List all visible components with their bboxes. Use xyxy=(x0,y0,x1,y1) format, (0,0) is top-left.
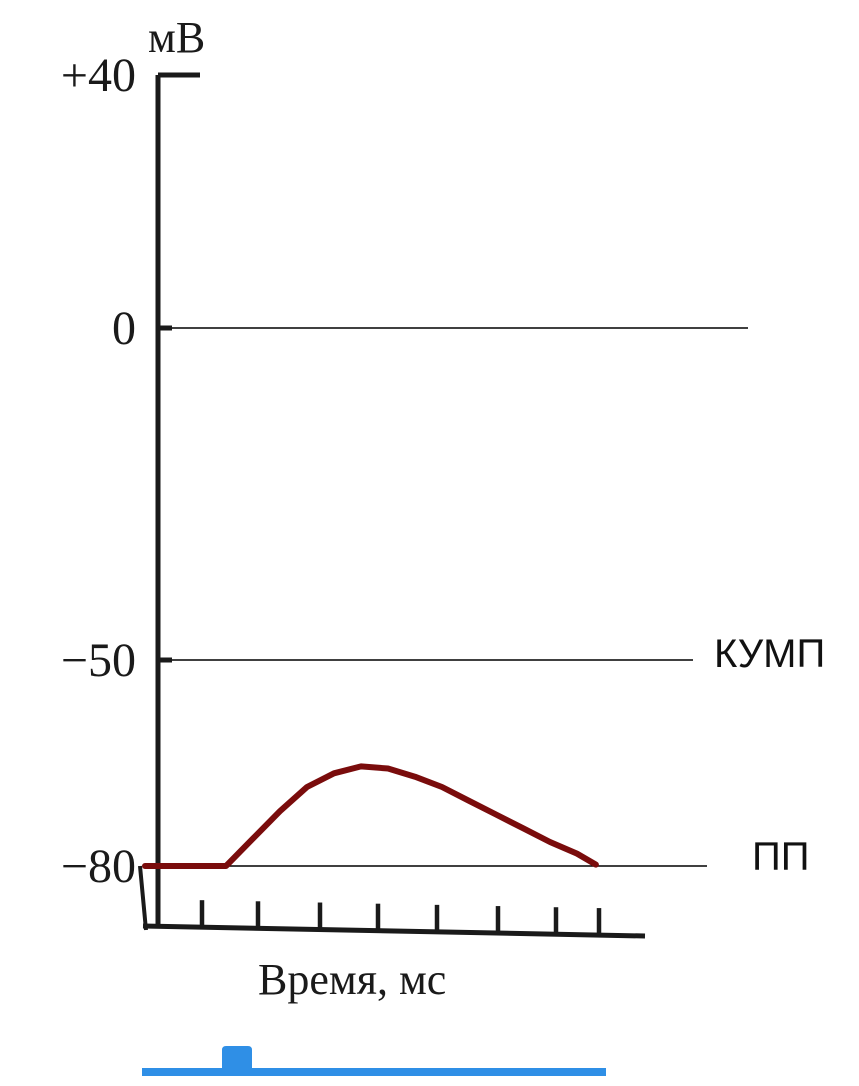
x-axis-line xyxy=(142,923,646,939)
kump-label: КУМП xyxy=(714,632,825,676)
pp-label: ПП xyxy=(752,835,810,879)
stimulus-bar xyxy=(142,1046,606,1076)
y-axis-base-segment xyxy=(138,865,148,931)
stimulus-marker xyxy=(142,1046,606,1076)
y-tick-label-3: −80 xyxy=(61,840,136,893)
x-ticks xyxy=(199,900,602,937)
labels: мВ Время, мс КУМП ПП xyxy=(148,13,825,1004)
y-tick-label-2: −50 xyxy=(61,634,136,687)
y-tick-label-0: +40 xyxy=(61,49,136,102)
series-line-0 xyxy=(142,763,599,869)
axes xyxy=(138,75,646,939)
y-axis-label: мВ xyxy=(148,13,205,62)
x-axis-label: Время, мс xyxy=(258,955,446,1004)
reference-lines xyxy=(160,327,748,867)
series-curve-group xyxy=(142,763,599,869)
y-tick-label-1: 0 xyxy=(112,302,136,355)
y-ticks: +40 0 −50 −80 xyxy=(61,49,200,893)
